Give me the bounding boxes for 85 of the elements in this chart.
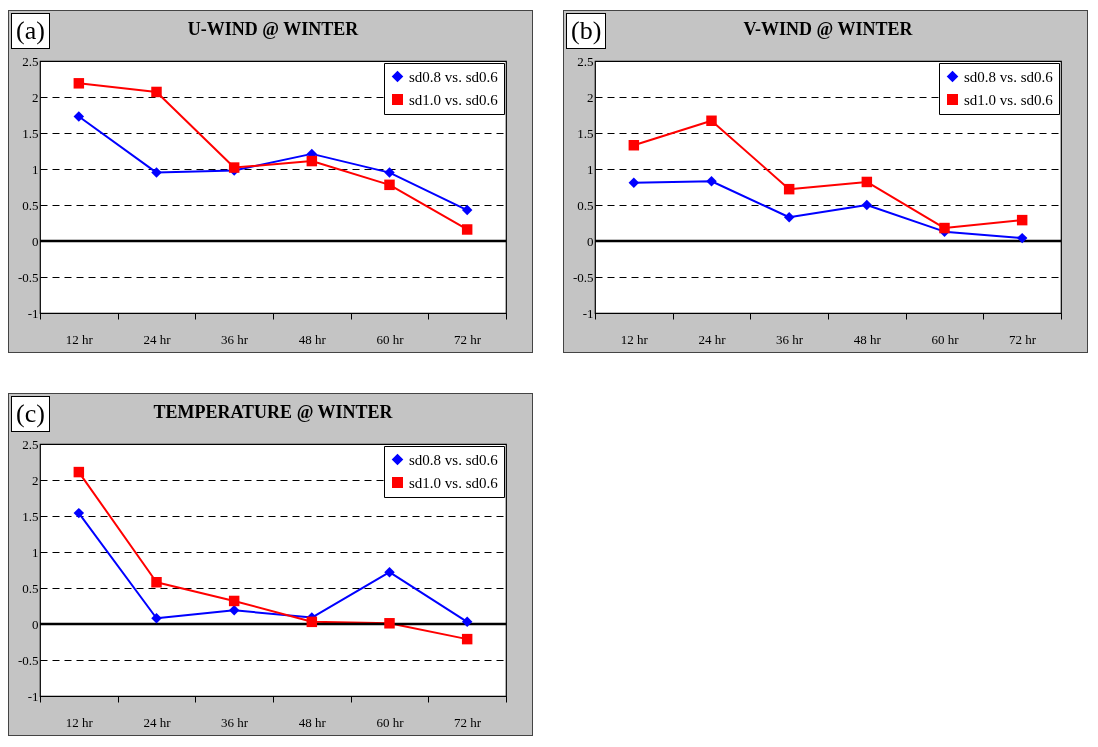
point <box>861 199 873 211</box>
y-tick-label: -0.5 <box>17 269 39 285</box>
point <box>228 605 240 616</box>
y-tick-label: 2 <box>32 89 39 105</box>
chart-title: V-WIND @ WINTER <box>743 19 914 39</box>
point <box>706 115 717 126</box>
point <box>461 224 473 235</box>
y-tick-label: 0 <box>32 233 39 249</box>
legend-label: sd1.0 vs. sd0.6 <box>409 91 499 108</box>
y-tick-label: 2.5 <box>22 436 39 452</box>
y-tick-label: 0 <box>32 616 39 632</box>
point <box>228 595 240 607</box>
x-tick-label: 48 hr <box>853 331 882 347</box>
y-tick-label: 1.5 <box>22 508 39 524</box>
point <box>73 111 85 122</box>
point <box>73 78 85 89</box>
point <box>461 616 473 628</box>
point <box>306 616 318 628</box>
text: (c) <box>11 396 50 432</box>
y-tick-label: 1 <box>587 161 594 177</box>
point <box>1016 232 1028 244</box>
point <box>306 155 318 167</box>
x-tick-label: 12 hr <box>65 331 94 347</box>
point <box>861 176 873 188</box>
x-tick-label: 72 hr <box>454 714 482 730</box>
chart-title: TEMPERATURE @ WINTER <box>153 402 394 422</box>
x-tick-label: 60 hr <box>931 331 960 347</box>
y-tick-label: 0.5 <box>577 197 594 213</box>
y-tick-label: 2.5 <box>577 53 594 69</box>
x-tick-label: 36 hr <box>776 331 804 347</box>
point <box>73 466 85 478</box>
point <box>706 176 717 187</box>
text: (b) <box>566 13 607 49</box>
point <box>384 167 395 178</box>
legend-label: sd0.8 vs. sd0.6 <box>409 68 499 85</box>
y-tick-label: 2 <box>32 472 39 488</box>
y-tick-label: -1 <box>582 305 594 321</box>
y-tick-label: 2 <box>587 89 594 105</box>
point <box>783 183 795 195</box>
x-tick-label: 60 hr <box>376 331 405 347</box>
y-tick-label: 1.5 <box>22 125 39 141</box>
text: (a) <box>11 13 50 49</box>
y-tick-label: -1 <box>27 305 39 321</box>
point <box>384 179 395 191</box>
y-tick-label: 1.5 <box>577 125 594 141</box>
y-tick-label: -0.5 <box>17 652 39 668</box>
x-tick-label: 72 hr <box>454 331 482 347</box>
y-tick-label: -0.5 <box>572 269 594 285</box>
point <box>461 633 473 645</box>
x-tick-label: 60 hr <box>376 714 405 730</box>
x-tick-label: 36 hr <box>221 331 249 347</box>
x-tick-label: 24 hr <box>143 331 172 347</box>
point <box>384 618 395 629</box>
legend-label: sd0.8 vs. sd0.6 <box>409 451 499 468</box>
x-tick-label: 48 hr <box>298 714 327 730</box>
point <box>73 507 85 519</box>
x-tick-label: 24 hr <box>698 331 727 347</box>
point <box>783 212 795 223</box>
y-tick-label: 1 <box>32 161 39 177</box>
point <box>384 566 395 578</box>
point <box>628 140 640 151</box>
y-tick-label: 0.5 <box>22 197 39 213</box>
y-tick-label: 2.5 <box>22 53 39 69</box>
x-tick-label: 48 hr <box>298 331 327 347</box>
y-tick-label: -1 <box>27 688 39 704</box>
x-tick-label: 24 hr <box>143 714 172 730</box>
point <box>461 204 473 216</box>
legend-label: sd1.0 vs. sd0.6 <box>409 474 499 491</box>
point <box>151 613 162 624</box>
x-tick-label: 72 hr <box>1009 331 1037 347</box>
point <box>151 167 162 178</box>
legend-label: sd0.8 vs. sd0.6 <box>964 68 1054 85</box>
point <box>939 222 950 234</box>
point <box>628 177 640 188</box>
x-tick-label: 12 hr <box>620 331 649 347</box>
point <box>151 86 162 98</box>
x-tick-label: 12 hr <box>65 714 94 730</box>
point <box>1016 214 1028 226</box>
legend-label: sd1.0 vs. sd0.6 <box>964 91 1054 108</box>
y-tick-label: 0 <box>587 233 594 249</box>
y-tick-label: 0.5 <box>22 580 39 596</box>
y-tick-label: 1 <box>32 544 39 560</box>
x-tick-label: 36 hr <box>221 714 249 730</box>
point <box>151 577 162 588</box>
chart-title: U-WIND @ WINTER <box>187 19 360 39</box>
